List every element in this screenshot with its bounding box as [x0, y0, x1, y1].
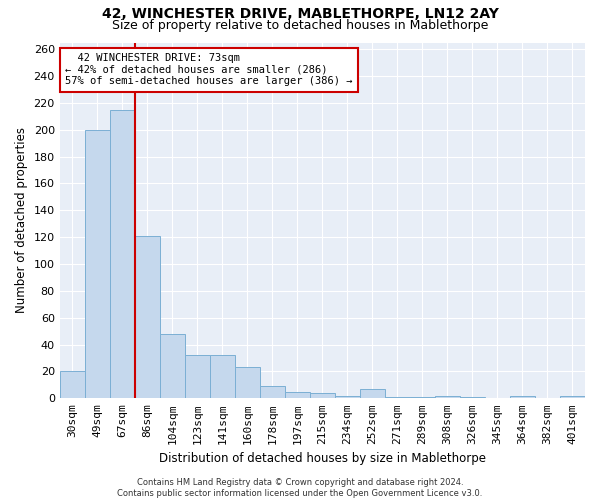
Bar: [560, 396, 585, 398]
Bar: [160, 334, 185, 398]
Bar: [360, 389, 385, 398]
Bar: [235, 368, 260, 398]
Bar: [335, 396, 360, 398]
Bar: [410, 397, 435, 398]
Bar: [310, 393, 335, 398]
Bar: [285, 392, 310, 398]
Bar: [260, 386, 285, 398]
Bar: [210, 356, 235, 399]
Text: Contains HM Land Registry data © Crown copyright and database right 2024.
Contai: Contains HM Land Registry data © Crown c…: [118, 478, 482, 498]
Bar: [59, 372, 85, 398]
Y-axis label: Number of detached properties: Number of detached properties: [15, 128, 28, 314]
Bar: [385, 397, 410, 398]
Bar: [460, 397, 485, 398]
Text: Size of property relative to detached houses in Mablethorpe: Size of property relative to detached ho…: [112, 19, 488, 32]
Text: 42, WINCHESTER DRIVE, MABLETHORPE, LN12 2AY: 42, WINCHESTER DRIVE, MABLETHORPE, LN12 …: [101, 8, 499, 22]
Bar: [135, 236, 160, 398]
Bar: [510, 396, 535, 398]
Bar: [110, 110, 135, 399]
Text: 42 WINCHESTER DRIVE: 73sqm
← 42% of detached houses are smaller (286)
57% of sem: 42 WINCHESTER DRIVE: 73sqm ← 42% of deta…: [65, 53, 352, 86]
X-axis label: Distribution of detached houses by size in Mablethorpe: Distribution of detached houses by size …: [159, 452, 486, 465]
Bar: [185, 356, 210, 399]
Bar: [435, 396, 460, 398]
Bar: [85, 130, 110, 398]
